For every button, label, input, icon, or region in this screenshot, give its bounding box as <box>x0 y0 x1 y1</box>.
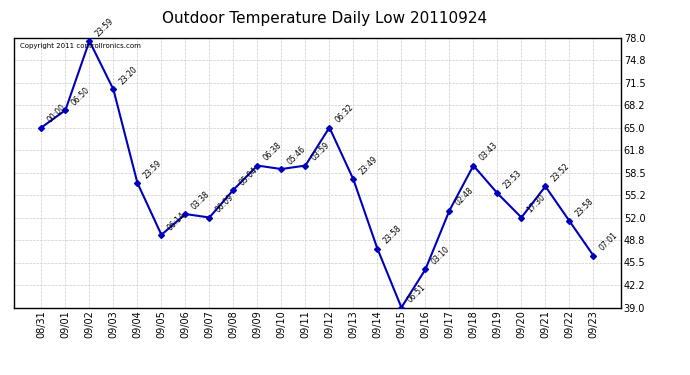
Text: 17:30: 17:30 <box>526 193 547 215</box>
Text: 06:38: 06:38 <box>262 141 284 163</box>
Text: 23:53: 23:53 <box>502 169 524 190</box>
Text: 02:48: 02:48 <box>453 186 475 208</box>
Text: 03:43: 03:43 <box>477 141 500 163</box>
Text: 06:32: 06:32 <box>333 103 355 125</box>
Text: 23:58: 23:58 <box>573 196 595 218</box>
Text: Copyright 2011 controllronics.com: Copyright 2011 controllronics.com <box>20 43 141 49</box>
Text: 06:14: 06:14 <box>166 210 188 232</box>
Text: 23:59: 23:59 <box>94 16 115 38</box>
Text: 06:50: 06:50 <box>70 86 92 107</box>
Text: 23:59: 23:59 <box>141 158 164 180</box>
Text: 06:51: 06:51 <box>406 283 427 305</box>
Text: 00:00: 00:00 <box>46 103 68 125</box>
Text: 23:20: 23:20 <box>117 65 139 87</box>
Text: 06:09: 06:09 <box>214 193 235 215</box>
Text: 03:10: 03:10 <box>430 245 451 267</box>
Text: Outdoor Temperature Daily Low 20110924: Outdoor Temperature Daily Low 20110924 <box>161 11 487 26</box>
Text: 23:49: 23:49 <box>357 155 380 177</box>
Text: 23:52: 23:52 <box>549 162 571 184</box>
Text: 03:59: 03:59 <box>310 141 331 163</box>
Text: 05:04: 05:04 <box>237 165 259 187</box>
Text: 03:38: 03:38 <box>190 189 211 211</box>
Text: 07:01: 07:01 <box>598 231 620 253</box>
Text: 05:46: 05:46 <box>286 144 308 166</box>
Text: 23:58: 23:58 <box>382 224 404 246</box>
